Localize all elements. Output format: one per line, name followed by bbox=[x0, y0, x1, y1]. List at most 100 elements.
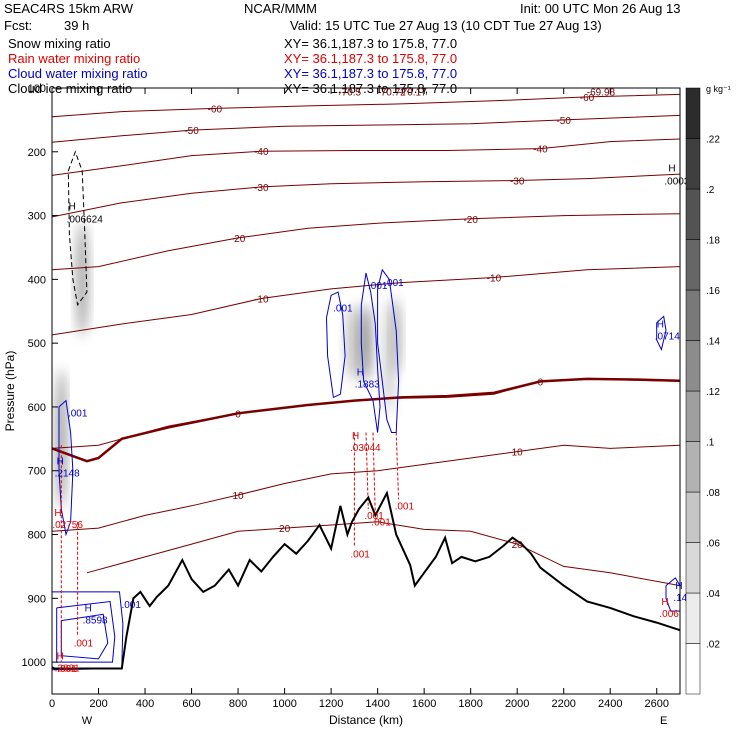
model-label: SEAC4RS 15km ARW bbox=[4, 1, 134, 16]
colorbar-cell-11 bbox=[685, 87, 701, 139]
temperature-label-8: 20 bbox=[279, 524, 291, 535]
cloud-water-contour-8 bbox=[665, 577, 680, 612]
cloud-water-max-label-1: .2148 bbox=[55, 469, 80, 480]
cloud-water-label-2: .001 bbox=[384, 278, 404, 289]
x-tick-label-12: 2400 bbox=[598, 698, 622, 710]
upper-max-marker-0: H bbox=[668, 163, 675, 174]
rain-label-5: .001 bbox=[74, 639, 94, 650]
east-endpoint-label: E bbox=[660, 715, 667, 727]
colorbar-tick-label-3: .08 bbox=[706, 488, 720, 499]
cloud-water-max-label-3: .0714 bbox=[655, 332, 680, 343]
ice-shading-3 bbox=[360, 304, 372, 382]
x-tick-label-11: 2200 bbox=[551, 698, 575, 710]
temperature-contour-4 bbox=[52, 213, 680, 271]
field-name-cloud-water: Cloud water mixing ratio bbox=[8, 66, 148, 81]
x-tick-label-2: 400 bbox=[136, 698, 154, 710]
rain-max-label-2: .2831 bbox=[55, 663, 80, 674]
field-xy-cloud-water: XY= 36.1,187.3 to 175.8, 77.0 bbox=[284, 66, 458, 81]
rain-contour-1 bbox=[365, 432, 369, 510]
rain-max-marker-0: H bbox=[352, 431, 359, 442]
upper-max-label-0: .000336 bbox=[664, 176, 701, 187]
temperature-label-3: -30 bbox=[254, 183, 269, 194]
x-tick-label-8: 1600 bbox=[412, 698, 436, 710]
rain-contour-2 bbox=[372, 432, 376, 516]
cloud-water-contour-6 bbox=[60, 613, 109, 660]
colorbar-tick-label-4: .1 bbox=[706, 438, 715, 449]
cloud-water-label-1: .001 bbox=[368, 281, 388, 292]
cloud-water-label-4: .001 bbox=[121, 600, 141, 611]
temperature-label-b-7: 10 bbox=[512, 448, 524, 459]
temperature-label-b-4: -20 bbox=[463, 215, 478, 226]
colorbar-cell-2 bbox=[685, 542, 701, 594]
rain-label-0: .001 bbox=[350, 549, 370, 560]
fcst-value: 39 h bbox=[64, 18, 90, 33]
cloud-water-label-0: .001 bbox=[333, 303, 353, 314]
colorbar-tick-label-1: .04 bbox=[706, 589, 720, 600]
cloud-water-max-label-4: .149 bbox=[673, 593, 693, 604]
x-tick-label-1: 200 bbox=[89, 698, 107, 710]
x-tick-label-10: 2000 bbox=[505, 698, 529, 710]
temperature-contour-5 bbox=[52, 266, 680, 336]
rain-max-marker-1: H bbox=[54, 508, 61, 519]
valid-label: Valid: 15 UTC Tue 27 Aug 13 (10 CDT Tue … bbox=[290, 18, 602, 33]
snow-contour-0 bbox=[67, 150, 88, 307]
y-tick-label-1: 300 bbox=[28, 211, 46, 223]
y-tick-label-5: 700 bbox=[28, 466, 46, 478]
cloud-water-contour-3 bbox=[58, 399, 74, 537]
y-tick-label-0: 200 bbox=[28, 147, 46, 159]
field-xy-rain: XY= 36.1,187.3 to 175.8, 77.0 bbox=[284, 51, 458, 66]
rain-max-marker-2: H bbox=[57, 651, 64, 662]
y-tick-label-7: 900 bbox=[28, 593, 46, 605]
colorbar-cell-1 bbox=[685, 592, 701, 644]
cloud-water-max-marker-4: H bbox=[675, 581, 682, 592]
field-name-rain: Rain water mixing ratio bbox=[8, 51, 141, 66]
x-tick-label-3: 600 bbox=[182, 698, 200, 710]
colorbar-cell-9 bbox=[685, 188, 701, 240]
y-tick-label-3: 500 bbox=[28, 338, 46, 350]
colorbar-cell-4 bbox=[685, 441, 701, 493]
x-tick-label-5: 1000 bbox=[272, 698, 296, 710]
colorbar-cell-8 bbox=[685, 239, 701, 291]
x-tick-label-9: 1800 bbox=[458, 698, 482, 710]
x-tick-label-6: 1200 bbox=[319, 698, 343, 710]
temperature-label-1: -50 bbox=[184, 126, 199, 137]
x-axis-label: Distance (km) bbox=[329, 713, 403, 727]
temperature-label-b-2: -40 bbox=[533, 145, 548, 156]
temperature-label-b-8: 20 bbox=[512, 540, 524, 551]
colorbar-cell-3 bbox=[685, 491, 701, 543]
top-contour-label-1: -70.72 bbox=[377, 88, 406, 99]
colorbar-tick-label-5: .12 bbox=[706, 387, 720, 398]
snow-max-marker-0: H bbox=[69, 202, 76, 213]
temperature-label-7: 10 bbox=[233, 491, 245, 502]
cloud-water-contour-7 bbox=[656, 315, 667, 351]
init-label: Init: 00 UTC Mon 26 Aug 13 bbox=[520, 1, 681, 16]
colorbar-tick-label-8: .18 bbox=[706, 236, 720, 247]
colorbar-cell-5 bbox=[685, 390, 701, 442]
temperature-label-b-6: 0 bbox=[538, 377, 544, 388]
rain-max-label-1: .02756 bbox=[52, 520, 83, 531]
ice-shading-2 bbox=[346, 304, 363, 382]
rain-label-2: .001 bbox=[371, 517, 391, 528]
colorbar-tick-label-6: .14 bbox=[706, 337, 720, 348]
temperature-label-6: 0 bbox=[235, 409, 241, 420]
colorbar-cell-7 bbox=[685, 289, 701, 341]
temperature-contour-8 bbox=[86, 521, 680, 587]
cloud-water-max-marker-1: H bbox=[57, 457, 64, 468]
colorbar-tick-label-9: .2 bbox=[706, 185, 715, 196]
center-label: NCAR/MMM bbox=[244, 1, 317, 16]
cloud-water-contour-1 bbox=[360, 272, 381, 433]
rain-max-label-3: .006 bbox=[659, 609, 679, 620]
rain-label-3: .001 bbox=[395, 501, 415, 512]
y-axis-label: Pressure (hPa) bbox=[3, 351, 17, 432]
x-tick-label-4: 800 bbox=[229, 698, 247, 710]
rain-max-label-0: .03044 bbox=[350, 443, 381, 454]
y-tick-label-4: 600 bbox=[28, 402, 46, 414]
west-endpoint-label: W bbox=[82, 715, 93, 727]
rain-contour-3 bbox=[395, 432, 400, 500]
colorbar-cell-0 bbox=[685, 643, 701, 695]
colorbar-tick-label-7: .16 bbox=[706, 286, 720, 297]
x-tick-label-7: 1400 bbox=[365, 698, 389, 710]
field-xy-snow: XY= 36.1,187.3 to 175.8, 77.0 bbox=[284, 36, 458, 51]
y-tick-label-2: 400 bbox=[28, 274, 46, 286]
